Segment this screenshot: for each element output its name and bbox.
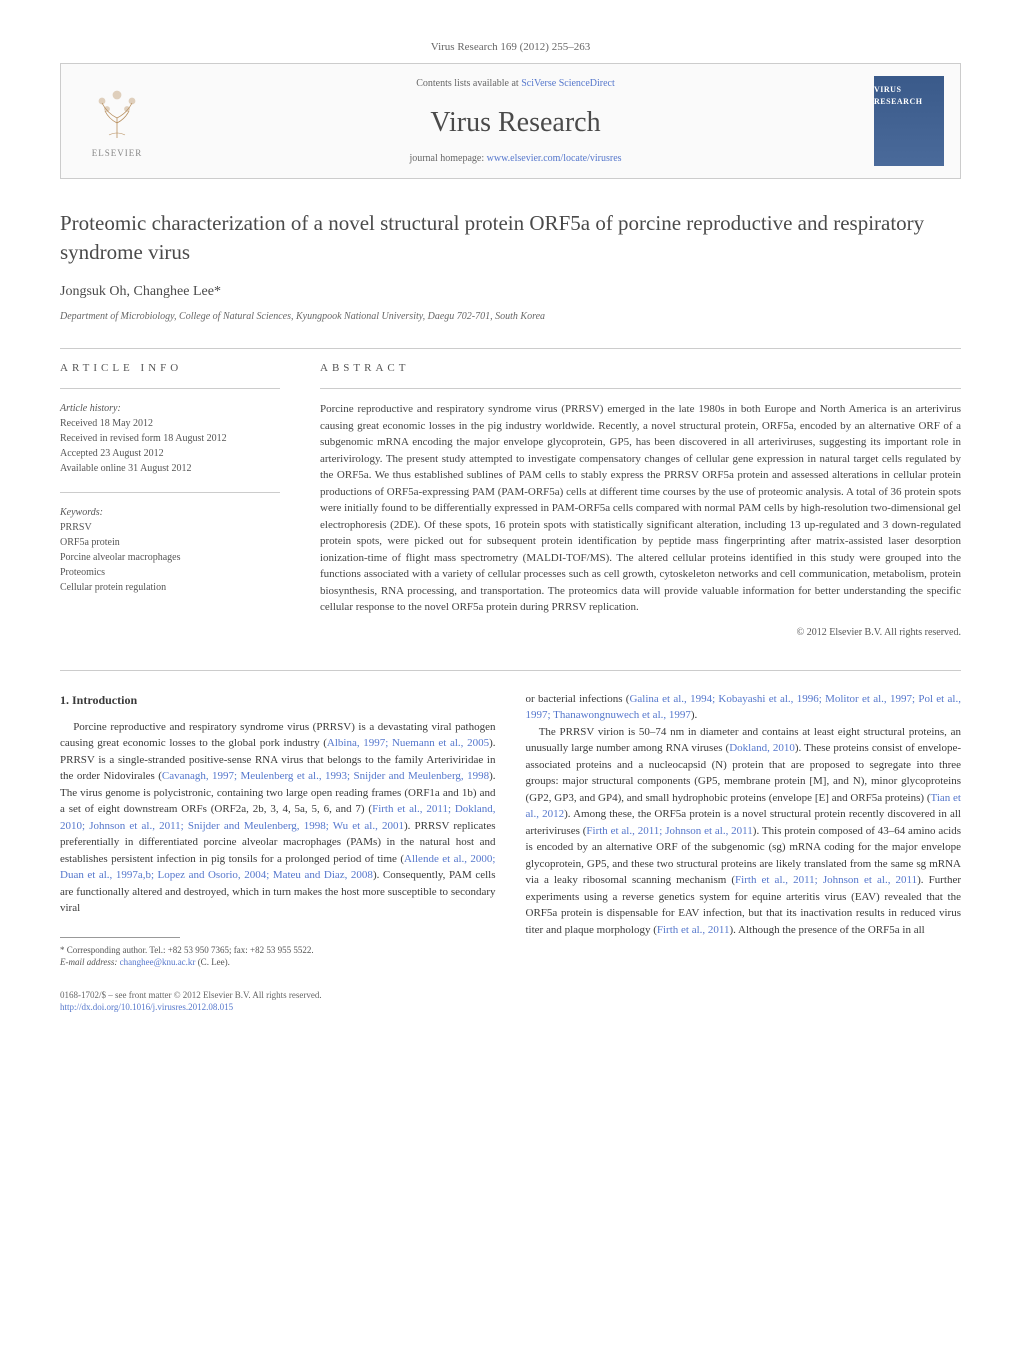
footnote-line: E-mail address: changhee@knu.ac.kr (C. L… [60,956,496,969]
author-list: Jongsuk Oh, Changhee Lee* [60,282,961,302]
keyword: ORF5a protein [60,535,280,550]
abstract-label: ABSTRACT [320,361,961,376]
banner-center: Contents lists available at SciVerse Sci… [157,77,874,166]
citation-link[interactable]: Albina, 1997; Nuemann et al., 2005 [327,737,489,749]
journal-name: Virus Research [157,103,874,142]
email-link[interactable]: changhee@knu.ac.kr [120,957,196,967]
keyword: PRRSV [60,520,280,535]
affiliation: Department of Microbiology, College of N… [60,310,961,324]
body-two-column: 1. Introduction Porcine reproductive and… [60,691,961,969]
abstract-copyright: © 2012 Elsevier B.V. All rights reserved… [320,626,961,640]
page-footer: 0168-1702/$ – see front matter © 2012 El… [60,989,961,1014]
elsevier-tree-icon [87,83,147,143]
abstract-column: ABSTRACT Porcine reproductive and respir… [320,361,961,640]
doi-link[interactable]: http://dx.doi.org/10.1016/j.virusres.201… [60,1002,233,1012]
keyword: Porcine alveolar macrophages [60,550,280,565]
citation-link[interactable]: Firth et al., 2011 [657,924,730,936]
journal-cover-thumb: VIRUS RESEARCH [874,76,944,166]
divider [60,492,280,493]
footer-front-matter: 0168-1702/$ – see front matter © 2012 El… [60,989,961,1002]
keyword: Cellular protein regulation [60,580,280,595]
body-paragraph: The PRRSV virion is 50–74 nm in diameter… [526,724,962,939]
homepage-link[interactable]: www.elsevier.com/locate/virusres [487,153,622,164]
running-header: Virus Research 169 (2012) 255–263 [60,40,961,55]
body-text: ). Although the presence of the ORF5a in… [729,924,924,936]
abstract-text: Porcine reproductive and respiratory syn… [320,401,961,616]
journal-banner: ELSEVIER Contents lists available at Sci… [60,63,961,179]
footnote-separator [60,937,180,938]
info-abstract-row: ARTICLE INFO Article history: Received 1… [60,361,961,640]
cover-label: VIRUS RESEARCH [874,84,944,106]
email-suffix: (C. Lee). [195,957,229,967]
article-history: Article history: Received 18 May 2012 Re… [60,401,280,476]
publisher-name: ELSEVIER [92,147,143,160]
history-online: Available online 31 August 2012 [60,461,280,476]
citation-link[interactable]: Firth et al., 2011; Johnson et al., 2011 [586,825,752,837]
citation-link[interactable]: Firth et al., 2011; Johnson et al., 2011 [735,874,917,886]
homepage-line: journal homepage: www.elsevier.com/locat… [157,152,874,166]
keyword: Proteomics [60,565,280,580]
citation-link[interactable]: Dokland, 2010 [729,742,795,754]
footnote-line: * Corresponding author. Tel.: +82 53 950… [60,944,496,957]
corresponding-author-footnote: * Corresponding author. Tel.: +82 53 950… [60,944,496,969]
history-label: Article history: [60,401,280,416]
divider [60,348,961,349]
keywords-label: Keywords: [60,505,280,520]
article-info-label: ARTICLE INFO [60,361,280,376]
publisher-logo-block: ELSEVIER [77,83,157,160]
history-received: Received 18 May 2012 [60,416,280,431]
body-paragraph: Porcine reproductive and respiratory syn… [60,719,496,917]
homepage-prefix: journal homepage: [409,153,486,164]
sciencedirect-link[interactable]: SciVerse ScienceDirect [521,78,615,89]
contents-prefix: Contents lists available at [416,78,521,89]
divider [320,388,961,389]
history-revised: Received in revised form 18 August 2012 [60,431,280,446]
body-column-left: 1. Introduction Porcine reproductive and… [60,691,496,969]
body-text: or bacterial infections ( [526,693,630,705]
email-label: E-mail address: [60,957,120,967]
history-accepted: Accepted 23 August 2012 [60,446,280,461]
article-title: Proteomic characterization of a novel st… [60,209,961,266]
section-heading: 1. Introduction [60,691,496,709]
body-column-right: or bacterial infections (Galina et al., … [526,691,962,969]
body-paragraph: or bacterial infections (Galina et al., … [526,691,962,724]
citation-link[interactable]: Cavanagh, 1997; Meulenberg et al., 1993;… [162,770,489,782]
contents-line: Contents lists available at SciVerse Sci… [157,77,874,91]
keywords-block: Keywords: PRRSV ORF5a protein Porcine al… [60,505,280,595]
divider [60,670,961,671]
body-text: ). [691,709,697,721]
article-info-column: ARTICLE INFO Article history: Received 1… [60,361,280,640]
divider [60,388,280,389]
